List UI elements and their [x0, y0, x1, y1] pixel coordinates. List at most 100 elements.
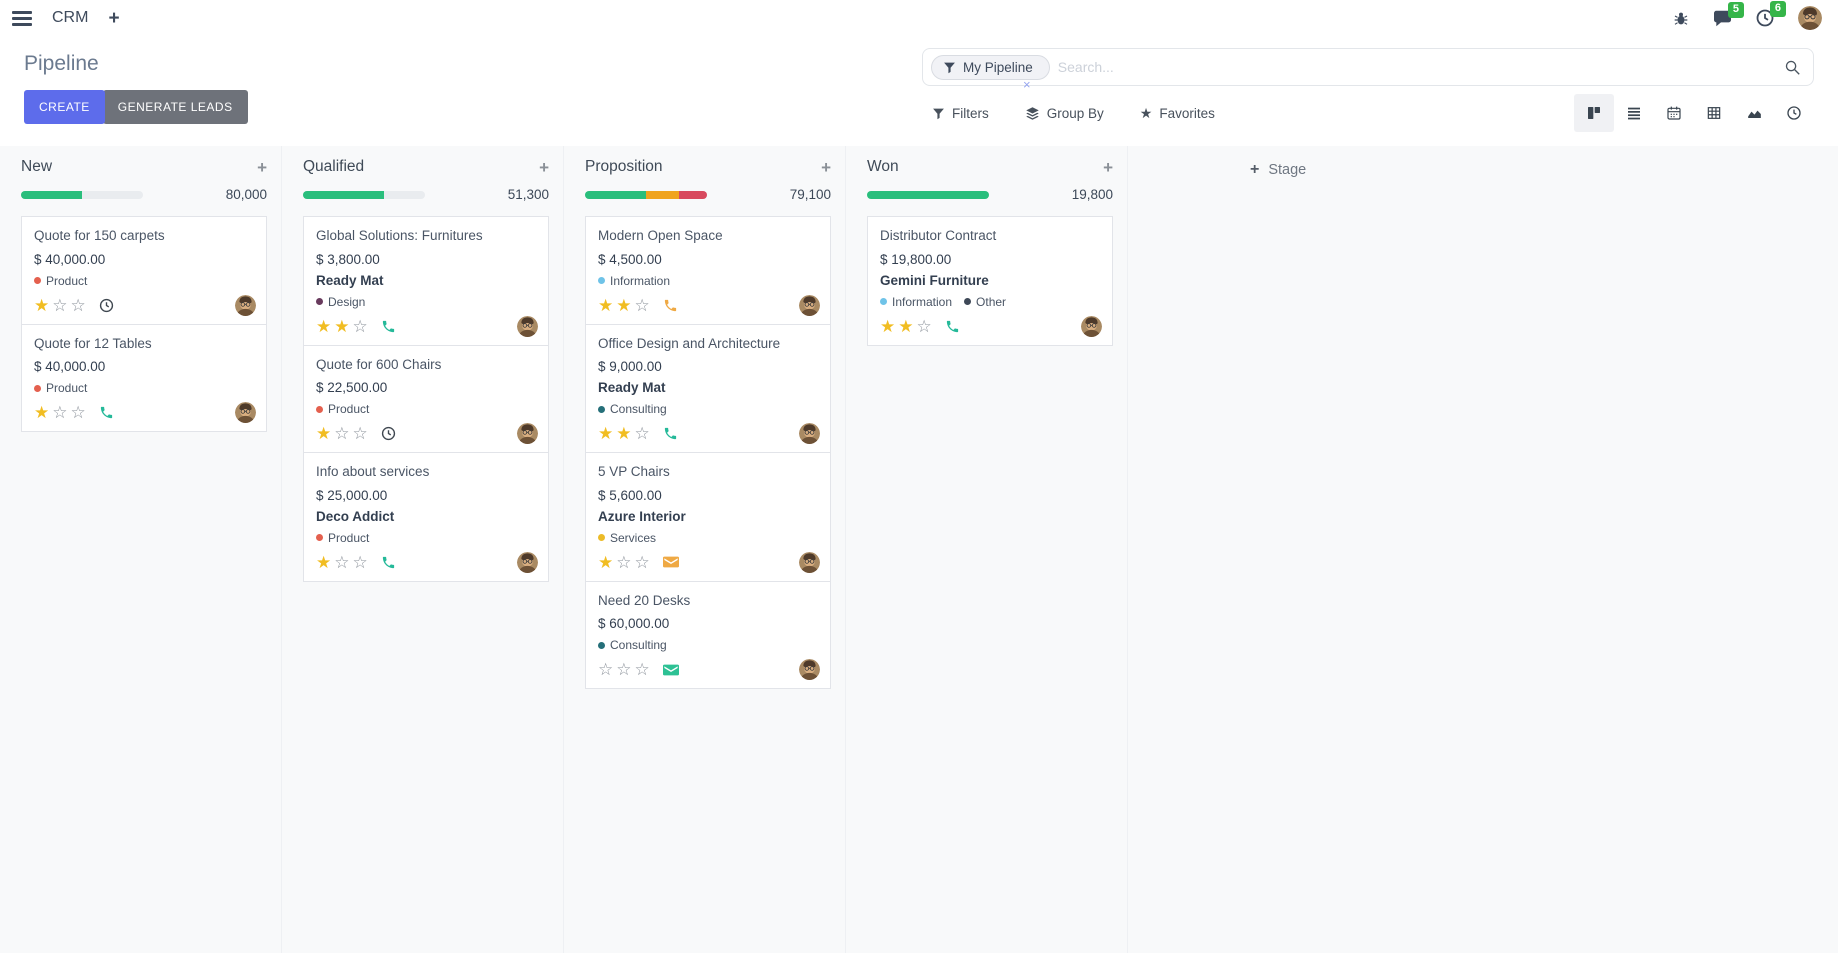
priority-star-icon[interactable]: ☆	[352, 424, 371, 444]
add-record-icon[interactable]: +	[1103, 157, 1113, 177]
mail-activity-icon[interactable]	[662, 663, 679, 677]
apps-menu-icon[interactable]	[12, 8, 32, 29]
clock-activity-icon[interactable]	[381, 426, 396, 441]
add-record-icon[interactable]: +	[257, 157, 267, 177]
priority-star-icon[interactable]: ★	[898, 316, 917, 336]
facet-remove-icon[interactable]: ×	[1023, 77, 1031, 92]
column-progressbar[interactable]	[585, 190, 707, 199]
priority-star-icon[interactable]: ★	[598, 424, 617, 444]
priority-star-icon[interactable]: ★	[316, 424, 335, 444]
messages-button[interactable]: 5	[1713, 1, 1744, 27]
filters-menu[interactable]: Filters	[932, 105, 989, 122]
add-record-icon[interactable]: +	[821, 157, 831, 177]
priority-star-icon[interactable]: ☆	[352, 552, 371, 572]
assignee-avatar[interactable]	[235, 402, 256, 423]
priority-star-icon[interactable]: ★	[34, 403, 53, 423]
priority-star-icon[interactable]: ★	[598, 295, 617, 315]
priority-star-icon[interactable]: ☆	[598, 660, 617, 680]
search-facet-my-pipeline[interactable]: My Pipeline	[931, 54, 1050, 80]
priority-star-icon[interactable]: ★	[34, 295, 53, 315]
phone-activity-icon[interactable]	[663, 298, 678, 313]
progress-segment[interactable]	[646, 190, 679, 199]
phone-activity-icon[interactable]	[381, 555, 396, 570]
phone-activity-icon[interactable]	[99, 405, 114, 420]
column-title[interactable]: New	[21, 158, 53, 175]
search-icon[interactable]	[1784, 59, 1801, 76]
kanban-card[interactable]: Office Design and Architecture $ 9,000.0…	[585, 323, 831, 454]
mail-activity-icon[interactable]	[662, 555, 679, 569]
generate-leads-button[interactable]: GENERATE LEADS	[102, 90, 248, 124]
add-record-icon[interactable]: +	[539, 157, 549, 177]
clock-activity-icon[interactable]	[99, 298, 114, 313]
app-name[interactable]: CRM	[52, 9, 89, 26]
priority-star-icon[interactable]: ★	[316, 316, 335, 336]
priority-star-icon[interactable]: ☆	[634, 660, 653, 680]
priority-star-icon[interactable]: ☆	[634, 295, 653, 315]
activity-view-icon[interactable]	[1774, 94, 1814, 132]
kanban-card[interactable]: Modern Open Space $ 4,500.00 Information…	[585, 216, 831, 325]
kanban-card[interactable]: Quote for 600 Chairs $ 22,500.00 Product…	[303, 344, 549, 454]
progress-segment[interactable]	[678, 190, 707, 199]
priority-star-icon[interactable]: ☆	[70, 295, 89, 315]
phone-activity-icon[interactable]	[381, 319, 396, 334]
priority-star-icon[interactable]: ★	[616, 295, 635, 315]
calendar-view-icon[interactable]	[1654, 94, 1694, 132]
kanban-card[interactable]: Global Solutions: Furnitures $ 3,800.00 …	[303, 216, 549, 346]
priority-star-icon[interactable]: ★	[334, 316, 353, 336]
phone-activity-icon[interactable]	[663, 426, 678, 441]
kanban-card[interactable]: Quote for 12 Tables $ 40,000.00 Product …	[21, 323, 267, 433]
assignee-avatar[interactable]	[517, 423, 538, 444]
priority-star-icon[interactable]: ☆	[52, 403, 71, 423]
list-view-icon[interactable]	[1614, 94, 1654, 132]
add-stage-button[interactable]: + Stage	[1128, 146, 1306, 179]
kanban-card[interactable]: 5 VP Chairs $ 5,600.00 Azure Interior Se…	[585, 452, 831, 582]
pivot-view-icon[interactable]	[1694, 94, 1734, 132]
priority-star-icon[interactable]: ★	[880, 316, 899, 336]
kanban-card[interactable]: Need 20 Desks $ 60,000.00 Consulting ☆☆☆	[585, 580, 831, 690]
kanban-card[interactable]: Info about services $ 25,000.00 Deco Add…	[303, 452, 549, 582]
priority-star-icon[interactable]: ★	[616, 424, 635, 444]
progress-segment[interactable]	[867, 190, 989, 199]
priority-star-icon[interactable]: ☆	[916, 316, 935, 336]
priority-star-icon[interactable]: ☆	[52, 295, 71, 315]
priority-star-icon[interactable]: ☆	[616, 660, 635, 680]
priority-star-icon[interactable]: ☆	[634, 424, 653, 444]
group-by-menu[interactable]: Group By	[1025, 105, 1104, 122]
assignee-avatar[interactable]	[517, 316, 538, 337]
column-progressbar[interactable]	[21, 190, 143, 199]
progress-segment[interactable]	[21, 190, 82, 199]
priority-star-icon[interactable]: ★	[598, 552, 617, 572]
assignee-avatar[interactable]	[1081, 316, 1102, 337]
kanban-card[interactable]: Distributor Contract $ 19,800.00 Gemini …	[867, 216, 1113, 346]
kanban-card[interactable]: Quote for 150 carpets $ 40,000.00 Produc…	[21, 216, 267, 325]
column-title[interactable]: Won	[867, 158, 899, 175]
priority-star-icon[interactable]: ☆	[334, 424, 353, 444]
priority-star-icon[interactable]: ☆	[352, 316, 371, 336]
add-tab-icon[interactable]: +	[108, 7, 120, 29]
kanban-view-icon[interactable]	[1574, 94, 1614, 132]
column-title[interactable]: Qualified	[303, 158, 365, 175]
assignee-avatar[interactable]	[799, 659, 820, 680]
priority-star-icon[interactable]: ☆	[616, 552, 635, 572]
assignee-avatar[interactable]	[235, 295, 256, 316]
activities-button[interactable]: 6	[1756, 1, 1786, 27]
column-progressbar[interactable]	[867, 190, 989, 199]
favorites-menu[interactable]: ★ Favorites	[1139, 104, 1215, 121]
progress-segment[interactable]	[303, 190, 384, 199]
assignee-avatar[interactable]	[799, 552, 820, 573]
priority-star-icon[interactable]: ☆	[70, 403, 89, 423]
progress-segment[interactable]	[585, 190, 646, 199]
column-progressbar[interactable]	[303, 190, 425, 199]
assignee-avatar[interactable]	[799, 423, 820, 444]
assignee-avatar[interactable]	[517, 552, 538, 573]
debug-bug-icon[interactable]	[1673, 10, 1689, 26]
graph-view-icon[interactable]	[1734, 94, 1774, 132]
user-avatar[interactable]	[1798, 6, 1822, 30]
search-input[interactable]	[1057, 59, 1784, 75]
column-title[interactable]: Proposition	[585, 158, 663, 175]
assignee-avatar[interactable]	[799, 295, 820, 316]
priority-star-icon[interactable]: ☆	[634, 552, 653, 572]
phone-activity-icon[interactable]	[945, 319, 960, 334]
priority-star-icon[interactable]: ★	[316, 552, 335, 572]
priority-star-icon[interactable]: ☆	[334, 552, 353, 572]
